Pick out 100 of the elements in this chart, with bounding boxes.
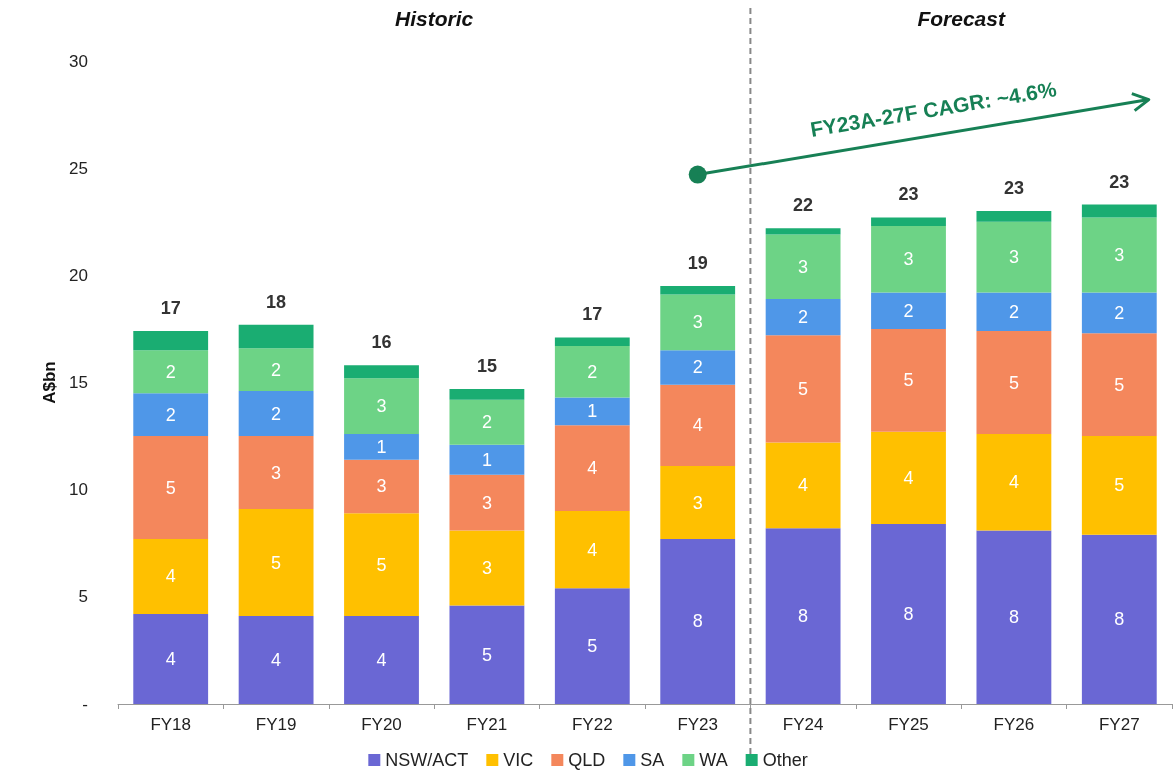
data-label: 8 (692, 611, 703, 632)
text: Forecast (917, 7, 1006, 30)
data-label: 3 (798, 256, 809, 277)
bar (765, 335, 841, 443)
data-label: 5 (481, 644, 492, 665)
bar (133, 393, 209, 437)
x-tick-label: FY24 (782, 715, 824, 734)
data-label: 2 (165, 404, 176, 425)
data-label: 1 (376, 436, 387, 457)
data-label: 2 (271, 403, 282, 424)
bar (765, 228, 841, 235)
legend-label: VIC (503, 750, 534, 770)
bar (238, 436, 314, 509)
bar (238, 391, 314, 437)
bar (554, 346, 630, 398)
bar (976, 211, 1052, 222)
x-tick-label: FY20 (361, 715, 402, 734)
bar (554, 397, 630, 426)
data-label: 8 (798, 606, 809, 627)
data-label: 3 (481, 557, 492, 578)
bar (449, 474, 525, 531)
legend-label: NSW/ACT (385, 750, 469, 770)
data-label: 3 (692, 492, 703, 513)
bar (554, 511, 630, 589)
total-label: 19 (687, 253, 708, 274)
total-label: 18 (266, 291, 287, 312)
data-label: 3 (271, 462, 282, 483)
y-tick-label: 30 (69, 51, 88, 71)
total-label: 22 (793, 195, 814, 216)
data-label: 2 (165, 361, 176, 382)
legend-label: WA (699, 750, 728, 770)
bar (449, 605, 525, 704)
bar (554, 337, 630, 347)
bar (344, 378, 419, 434)
data-label: 4 (376, 650, 387, 671)
data-label: 4 (1008, 472, 1019, 493)
bar (871, 292, 946, 329)
x-tick-label: FY27 (1098, 715, 1140, 734)
data-label: 4 (798, 475, 809, 496)
data-label: 5 (587, 636, 598, 657)
data-label: 3 (903, 249, 914, 270)
bar (1081, 292, 1157, 334)
x-tick-label: FY19 (255, 715, 297, 734)
bar (344, 459, 419, 514)
bar (765, 234, 841, 299)
data-label: 5 (165, 477, 176, 498)
bar (871, 328, 946, 432)
bar (871, 217, 946, 227)
y-tick-label: 5 (78, 587, 88, 607)
bar (238, 324, 314, 349)
data-label: 2 (798, 307, 809, 328)
bar (554, 588, 630, 704)
bar (660, 350, 736, 385)
data-label: 4 (587, 539, 598, 560)
bar (449, 388, 525, 400)
data-label: 4 (271, 650, 282, 671)
annotation: FY23A-27F CAGR: ~4.6% (808, 77, 1059, 141)
data-label: 2 (1114, 302, 1125, 323)
bar (133, 538, 209, 614)
data-label: 3 (1008, 247, 1019, 268)
data-label: 4 (692, 415, 703, 436)
bar (871, 523, 946, 704)
data-label: 3 (376, 396, 387, 417)
bar (976, 530, 1052, 704)
y-tick-label: - (82, 694, 88, 714)
bar (238, 616, 314, 704)
data-label: 5 (903, 370, 914, 391)
bar (660, 384, 736, 467)
y-tick-label: 20 (69, 265, 88, 285)
bar (660, 286, 736, 295)
bar (133, 350, 209, 394)
total-label: 15 (476, 355, 497, 376)
data-label: 8 (1008, 607, 1019, 628)
bar (1081, 534, 1157, 704)
bar (133, 331, 209, 351)
data-label: 1 (587, 401, 598, 422)
data-label: 3 (692, 312, 703, 333)
bar (871, 226, 946, 293)
data-label: 5 (271, 552, 282, 573)
text: Historic (395, 7, 474, 30)
data-label: 5 (1114, 374, 1125, 395)
x-tick-label: FY18 (150, 715, 192, 734)
legend-label: Other (762, 750, 808, 770)
bar (765, 442, 841, 529)
data-label: 2 (271, 359, 282, 380)
total-label: 17 (160, 298, 181, 319)
y-tick-label: 25 (69, 158, 88, 178)
bar (344, 433, 419, 460)
x-tick-label: FY22 (571, 715, 613, 734)
legend-label: QLD (568, 750, 606, 770)
legend-label: SA (640, 750, 665, 770)
data-label: 4 (903, 467, 914, 488)
x-tick-label: FY21 (466, 715, 508, 734)
bar (1081, 217, 1157, 293)
bar (976, 292, 1052, 332)
bar (449, 530, 525, 606)
data-label: 2 (692, 357, 703, 378)
data-label: 5 (1008, 372, 1019, 393)
data-label: 3 (1114, 244, 1125, 265)
data-label: 2 (903, 300, 914, 321)
